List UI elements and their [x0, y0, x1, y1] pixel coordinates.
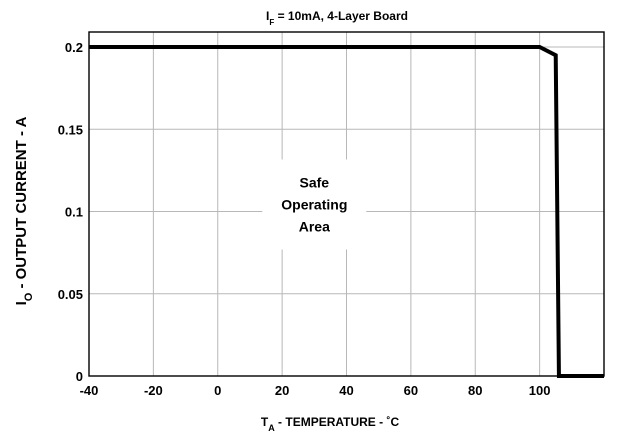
- annotation-line: Operating: [281, 197, 347, 213]
- x-tick-label: 20: [275, 383, 289, 398]
- x-tick-label: -40: [80, 383, 99, 398]
- x-tick-label: -20: [144, 383, 163, 398]
- chart-title-sub: F: [269, 18, 274, 27]
- y-tick-label: 0.15: [58, 122, 83, 137]
- series-layer: [89, 45, 604, 378]
- x-tick-label: 0: [214, 383, 221, 398]
- chart-title-main: I: [266, 9, 269, 23]
- plot-frame: [88, 31, 605, 377]
- y-tick-label: 0.1: [65, 205, 83, 220]
- y-axis-label-sub: O: [23, 292, 35, 301]
- safe-operating-area-annotation: Safe Operating Area: [262, 159, 367, 250]
- y-axis-label: IO - OUTPUT CURRENT - A: [13, 116, 35, 305]
- annotation-line: Safe: [300, 175, 330, 191]
- y-tick-label: 0.2: [65, 40, 83, 55]
- annotation-line: Area: [299, 219, 330, 235]
- y-tick-label: 0.05: [58, 287, 83, 302]
- series-line: [89, 45, 604, 378]
- chart-title: IF = 10mA, 4-Layer Board: [266, 9, 408, 27]
- y-axis-label-rest: - OUTPUT CURRENT - A: [13, 116, 30, 292]
- x-tick-label: 60: [404, 383, 418, 398]
- x-axis-label-sub: A: [268, 423, 275, 433]
- x-axis-label-rest: - TEMPERATURE - ˚C: [275, 415, 400, 429]
- x-axis-label: TA - TEMPERATURE - ˚C: [261, 415, 400, 433]
- chart-title-rest: = 10mA, 4-Layer Board: [274, 9, 408, 23]
- y-axis-label-main: I: [13, 301, 30, 305]
- x-tick-label: 40: [339, 383, 353, 398]
- x-axis-label-main: T: [261, 415, 269, 429]
- x-tick-label: 80: [468, 383, 482, 398]
- tick-labels: -40 -20 0 20 40 60 80 100 0 0.05 0.1 0.15 0.2: [58, 40, 551, 398]
- x-tick-label: 100: [529, 383, 551, 398]
- annotation-background: [262, 159, 367, 250]
- y-tick-label: 0: [76, 369, 83, 384]
